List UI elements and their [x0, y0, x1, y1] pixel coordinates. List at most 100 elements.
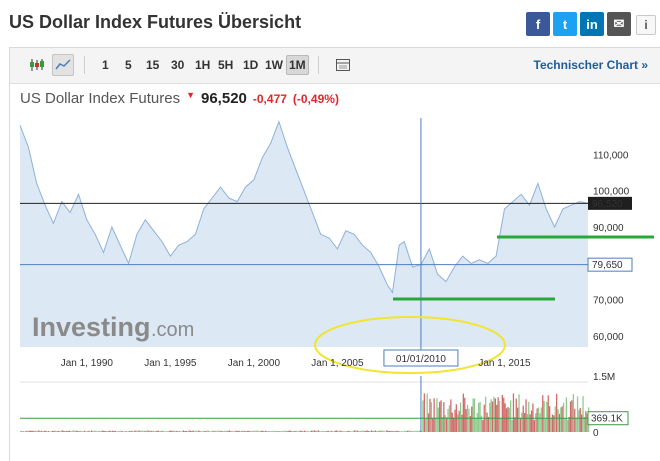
volume-bar — [227, 430, 229, 432]
x-tick-label: Jan 1, 2015 — [478, 358, 531, 369]
last-price-tag: 96,520 — [588, 196, 632, 210]
volume-bar — [373, 430, 375, 432]
info-icon[interactable]: i — [636, 15, 656, 35]
period-1[interactable]: 1 — [102, 58, 109, 72]
volume-bar — [52, 430, 54, 432]
volume-bar — [290, 430, 292, 432]
volume-bar — [255, 430, 257, 432]
volume-bar — [562, 402, 565, 432]
volume-bar — [384, 431, 386, 432]
volume-bar — [444, 415, 446, 432]
volume-bar — [84, 430, 86, 432]
volume-bar — [38, 430, 40, 432]
support-lines[interactable] — [393, 235, 654, 301]
volume-bar — [524, 413, 526, 432]
volume-bar — [93, 430, 96, 432]
candlestick-icon[interactable] — [26, 54, 48, 76]
volume-bar — [68, 430, 70, 432]
period-5h[interactable]: 5H — [218, 58, 234, 72]
volume-bar — [533, 420, 535, 432]
volume-bar — [36, 431, 38, 432]
mail-icon[interactable]: ✉ — [607, 12, 631, 36]
volume-bar — [505, 408, 508, 432]
volume-bar — [586, 413, 588, 432]
volume-bar — [433, 398, 435, 432]
volume-bar — [263, 431, 265, 432]
volume-bar — [266, 430, 268, 432]
volume-bar — [556, 393, 558, 432]
period-5[interactable]: 5 — [125, 58, 132, 72]
volume-bar — [473, 398, 476, 432]
volume-bar — [273, 430, 275, 432]
volume-bar — [146, 430, 148, 432]
crosshair-price-tag: 79,650 — [587, 257, 633, 272]
volume-bar — [380, 430, 382, 432]
volume-bar — [131, 430, 133, 432]
volume-bar — [504, 403, 506, 432]
twitter-icon[interactable]: t — [553, 12, 577, 36]
period-30[interactable]: 30 — [171, 58, 185, 72]
volume-bar — [485, 396, 487, 432]
volume-bar — [150, 430, 153, 432]
volume-bar — [111, 430, 114, 432]
volume-bar — [546, 401, 548, 432]
period-1w[interactable]: 1W — [265, 58, 283, 72]
period-15[interactable]: 15 — [146, 58, 160, 72]
volume-bar — [572, 394, 574, 432]
volume-bar — [482, 420, 484, 432]
volume-bar — [576, 396, 579, 432]
volume-bar — [317, 430, 320, 432]
period-1h[interactable]: 1H — [195, 58, 211, 72]
volume-bar — [557, 409, 559, 432]
x-tick-label: Jan 1, 1990 — [61, 358, 114, 369]
volume-bar — [156, 430, 158, 432]
volume-bar — [216, 431, 218, 432]
volume-bar — [430, 402, 432, 432]
volume-bar — [31, 430, 33, 432]
volume-bar — [305, 431, 307, 432]
volume-bar — [277, 431, 279, 432]
volume-bar — [102, 430, 104, 432]
volume-bar — [91, 430, 93, 432]
volume-bar — [118, 431, 121, 432]
volume-bar — [49, 431, 51, 432]
svg-text:01/01/2010: 01/01/2010 — [396, 354, 446, 365]
volume-bar — [408, 430, 410, 432]
watermark-brand: Investing — [32, 312, 151, 342]
volume-bar — [454, 409, 456, 432]
technical-chart-link[interactable]: Technischer Chart » — [533, 58, 648, 72]
indicator-panel-icon[interactable] — [332, 54, 354, 76]
volume-bar — [265, 430, 267, 432]
volume-bar — [585, 411, 587, 432]
linkedin-icon[interactable]: in — [580, 12, 604, 36]
volume-bar — [199, 431, 201, 432]
volume-bar — [535, 413, 537, 432]
volume-bar — [248, 430, 250, 432]
volume-bar — [148, 430, 150, 432]
period-1d[interactable]: 1D — [243, 58, 259, 72]
volume-bar — [540, 407, 542, 432]
volume-bar — [515, 398, 517, 432]
area-chart-icon[interactable] — [52, 54, 74, 76]
volume-bar — [214, 430, 217, 432]
volume-bar — [139, 430, 141, 432]
volume-bar — [89, 431, 91, 432]
volume-bar — [134, 430, 136, 432]
volume-bar — [498, 401, 501, 432]
volume-bar — [177, 431, 179, 432]
volume-bar — [294, 431, 296, 432]
down-arrow-icon: ▼ — [186, 90, 195, 100]
volume-bar — [231, 431, 233, 432]
volume-bar — [414, 431, 416, 432]
volume-bar — [362, 430, 364, 432]
watermark: Investing .com — [32, 312, 194, 342]
facebook-icon[interactable]: f — [526, 12, 550, 36]
volume-bar — [536, 408, 538, 432]
period-1m[interactable]: 1M — [286, 55, 309, 75]
volume-bar — [288, 430, 290, 432]
volume-bar — [404, 430, 406, 432]
volume-bar — [528, 401, 530, 432]
volume-bar — [60, 430, 62, 432]
highlight-ellipse — [314, 316, 506, 374]
